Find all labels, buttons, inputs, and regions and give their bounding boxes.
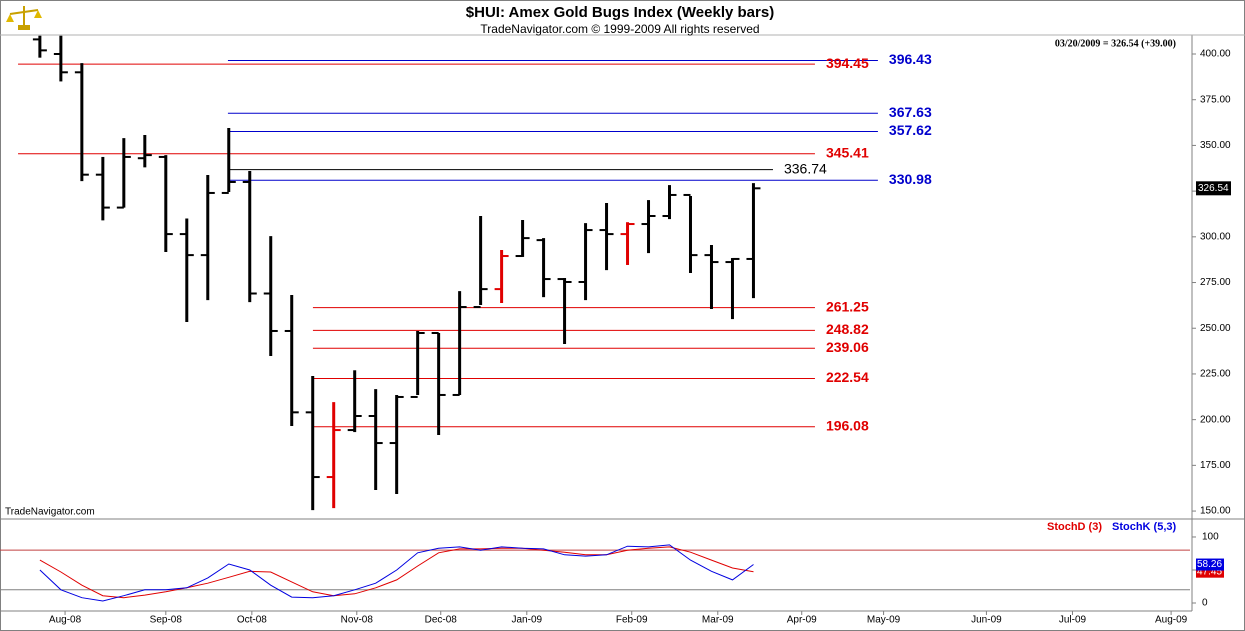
level-label: 394.45 bbox=[826, 55, 869, 71]
level-label: 239.06 bbox=[826, 339, 869, 355]
legend-label: StochD (3) bbox=[1047, 521, 1102, 533]
y-tick-label: 150.00 bbox=[1200, 506, 1231, 517]
x-tick-label: Apr-09 bbox=[787, 615, 817, 626]
x-tick-label: Dec-08 bbox=[425, 615, 458, 626]
y-tick-label: 300.00 bbox=[1200, 231, 1231, 242]
x-tick-label: Jun-09 bbox=[971, 615, 1002, 626]
y-tick-label: 0 bbox=[1202, 598, 1208, 609]
last-value-label: 58.26 bbox=[1197, 559, 1222, 570]
level-label: 367.63 bbox=[889, 104, 932, 120]
watermark: TradeNavigator.com bbox=[5, 507, 95, 518]
y-tick-label: 200.00 bbox=[1200, 414, 1231, 425]
stoch-line bbox=[39, 546, 754, 599]
level-label: 196.08 bbox=[826, 418, 869, 434]
x-tick-label: Jan-09 bbox=[512, 615, 543, 626]
level-label: 222.54 bbox=[826, 369, 869, 385]
x-tick-label: Oct-08 bbox=[237, 615, 267, 626]
y-tick-label: 400.00 bbox=[1200, 49, 1231, 60]
level-label: 330.98 bbox=[889, 171, 932, 187]
last-price-box bbox=[1196, 181, 1231, 196]
chart-subtitle: TradeNavigator.com © 1999-2009 All right… bbox=[480, 22, 759, 36]
y-tick-label: 250.00 bbox=[1200, 323, 1231, 334]
annotation: 03/20/2009 = 326.54 (+39.00) bbox=[1055, 38, 1176, 49]
x-tick-label: Mar-09 bbox=[702, 615, 734, 626]
x-tick-label: Feb-09 bbox=[616, 615, 648, 626]
level-label: 396.43 bbox=[889, 51, 932, 67]
y-tick-label: 100 bbox=[1202, 532, 1219, 543]
last-value-label: 47.45 bbox=[1197, 566, 1222, 577]
legend-label: StochK (5,3) bbox=[1112, 521, 1177, 533]
x-tick-label: Aug-09 bbox=[1155, 615, 1188, 626]
y-tick-label: 175.00 bbox=[1200, 460, 1231, 471]
level-label: 345.41 bbox=[826, 145, 869, 161]
y-tick-label: 375.00 bbox=[1200, 94, 1231, 105]
last-value-box bbox=[1196, 558, 1224, 571]
x-tick-label: Aug-08 bbox=[49, 615, 82, 626]
y-tick-label: 225.00 bbox=[1200, 369, 1231, 380]
logo bbox=[6, 6, 42, 30]
x-tick-label: Sep-08 bbox=[150, 615, 183, 626]
level-label: 357.62 bbox=[889, 122, 932, 138]
y-tick-label: 350.00 bbox=[1200, 140, 1231, 151]
chart-title: $HUI: Amex Gold Bugs Index (Weekly bars) bbox=[466, 4, 774, 21]
level-label: 336.74 bbox=[784, 160, 827, 176]
y-tick-label: 275.00 bbox=[1200, 277, 1231, 288]
level-label: 261.25 bbox=[826, 298, 869, 314]
x-tick-label: Jul-09 bbox=[1059, 615, 1087, 626]
level-label: 248.82 bbox=[826, 321, 869, 337]
x-tick-label: May-09 bbox=[867, 615, 901, 626]
stoch-line bbox=[39, 544, 754, 602]
x-tick-label: Nov-08 bbox=[341, 615, 374, 626]
last-price-label: 326.54 bbox=[1198, 183, 1229, 194]
